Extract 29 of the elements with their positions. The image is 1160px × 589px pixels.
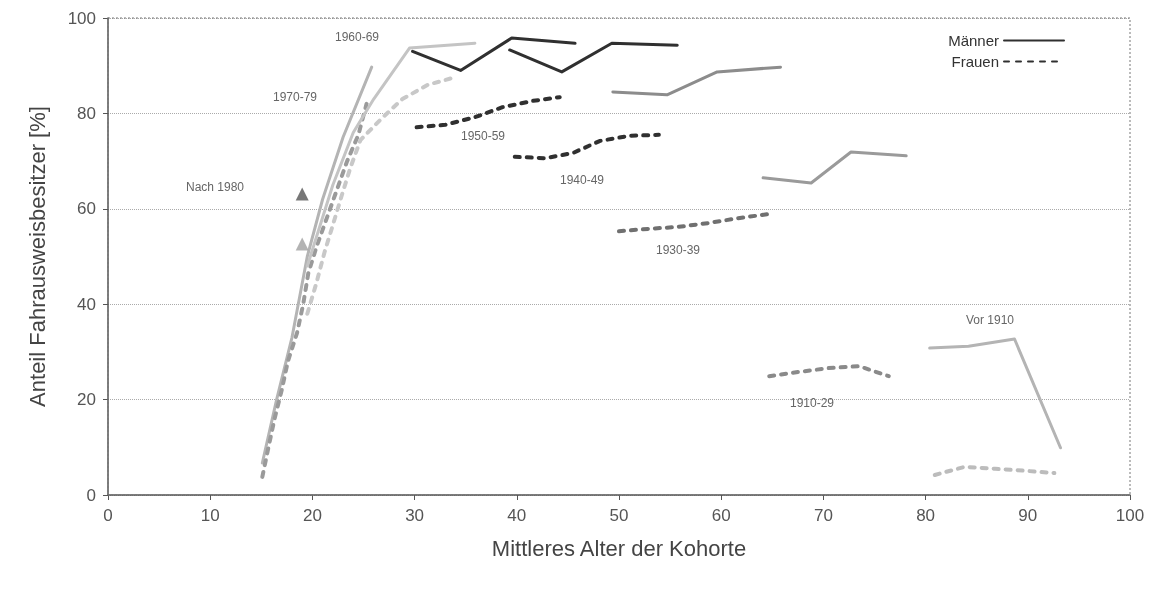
- annotation: 1950-59: [460, 129, 506, 143]
- x-tick-label: 30: [405, 506, 425, 525]
- x-tick-label: 10: [200, 506, 220, 525]
- annotation: Vor 1910: [965, 313, 1015, 327]
- x-tick-label: 40: [507, 506, 527, 525]
- x-tick-label: 0: [103, 506, 113, 525]
- annotation: 1910-29: [789, 396, 835, 410]
- x-tick-label: 60: [711, 506, 731, 525]
- x-tick-label: 50: [609, 506, 629, 525]
- y-axis-title: Anteil Fahrausweisbesitzer [%]: [24, 106, 50, 407]
- legend-label: Männer: [948, 32, 999, 49]
- x-tick-label: 70: [813, 506, 833, 525]
- y-tick-label: 60: [77, 199, 96, 219]
- y-tick-label: 20: [77, 390, 96, 410]
- annotation: 1940-49: [559, 173, 605, 187]
- annotation: 1960-69: [334, 30, 380, 44]
- annotation: Nach 1980: [185, 180, 245, 194]
- annotation: 1970-79: [272, 90, 318, 104]
- y-tick-label: 0: [86, 485, 96, 505]
- x-axis-title: Mittleres Alter der Kohorte: [491, 535, 747, 561]
- x-tick-label: 20: [302, 506, 322, 525]
- x-tick-label: 90: [1018, 506, 1038, 525]
- y-tick-label: 100: [67, 8, 96, 28]
- x-tick-label: 80: [916, 506, 936, 525]
- x-tick-label: 100: [1115, 506, 1145, 525]
- annotation: 1930-39: [655, 243, 701, 257]
- y-tick-label: 40: [77, 294, 96, 314]
- legend-label: Frauen: [951, 53, 999, 70]
- y-tick-label: 80: [77, 103, 96, 123]
